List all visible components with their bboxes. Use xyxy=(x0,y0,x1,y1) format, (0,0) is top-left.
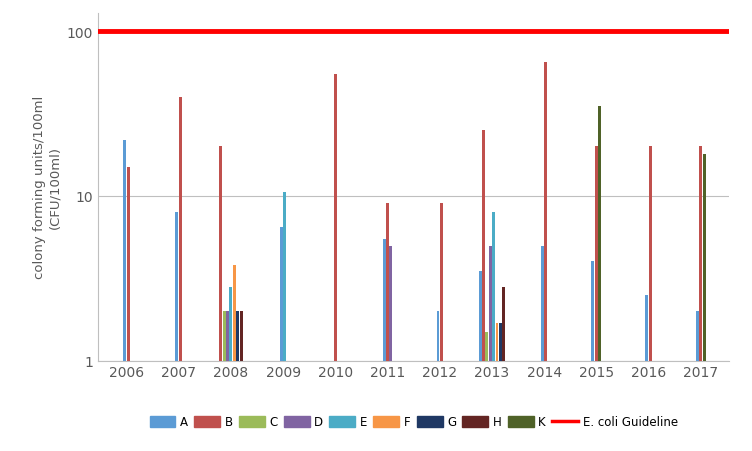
Bar xyxy=(284,193,287,451)
Bar xyxy=(383,239,386,451)
Bar xyxy=(179,97,182,451)
Bar xyxy=(492,212,495,451)
Bar xyxy=(386,204,389,451)
Bar xyxy=(126,168,129,451)
Bar xyxy=(223,311,226,451)
Bar xyxy=(499,323,502,451)
Bar xyxy=(390,246,393,451)
Bar xyxy=(544,63,547,451)
Y-axis label: colony forming units/100ml
(CFU/100ml): colony forming units/100ml (CFU/100ml) xyxy=(33,96,61,279)
Bar xyxy=(496,323,499,451)
Bar xyxy=(123,140,126,451)
Bar xyxy=(236,311,239,451)
Bar xyxy=(229,287,232,451)
Bar xyxy=(220,147,222,451)
Bar xyxy=(702,155,705,451)
Bar xyxy=(699,147,702,451)
Bar xyxy=(599,107,601,451)
Bar xyxy=(649,147,652,451)
Bar xyxy=(280,227,283,451)
Bar xyxy=(233,266,236,451)
Bar xyxy=(541,246,544,451)
Bar xyxy=(502,287,505,451)
Legend: A, B, C, D, E, F, G, H, K, E. coli Guideline: A, B, C, D, E, F, G, H, K, E. coli Guide… xyxy=(146,412,681,432)
Bar xyxy=(482,131,485,451)
Bar xyxy=(226,311,229,451)
Bar xyxy=(591,262,594,451)
Bar xyxy=(696,311,699,451)
Bar xyxy=(175,212,178,451)
Bar xyxy=(240,311,243,451)
Bar xyxy=(334,75,337,451)
Bar xyxy=(485,332,488,451)
Bar xyxy=(645,295,648,451)
Bar xyxy=(436,311,439,451)
Bar xyxy=(440,204,443,451)
Bar xyxy=(595,147,598,451)
Bar xyxy=(489,246,492,451)
Bar xyxy=(478,272,481,451)
